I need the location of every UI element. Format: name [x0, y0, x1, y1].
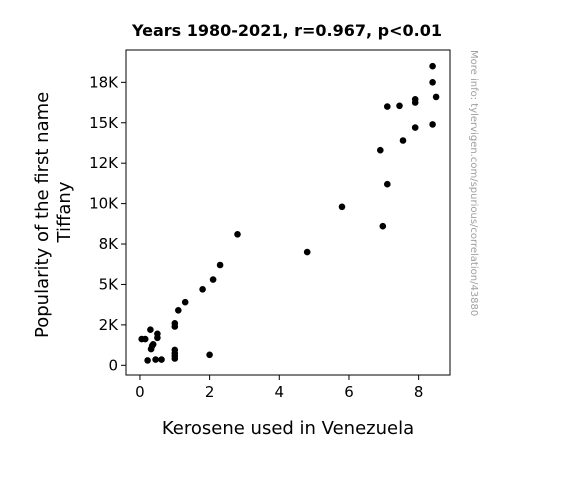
data-point	[209, 276, 217, 283]
data-point	[175, 307, 182, 314]
data-point	[429, 62, 436, 70]
data-point	[432, 93, 440, 101]
y-tick-label: 5K	[99, 275, 120, 293]
data-point	[147, 326, 154, 334]
x-tick-label: 4	[275, 383, 285, 401]
data-point	[181, 298, 189, 306]
y-axis-label-line-1: Popularity of the first name	[32, 92, 53, 338]
data-point	[152, 356, 159, 363]
y-tick-label: 8K	[99, 235, 120, 253]
data-point	[377, 146, 384, 154]
data-point	[429, 79, 436, 86]
x-axis-label: Kerosene used in Venezuela	[162, 418, 414, 439]
data-point	[338, 203, 346, 211]
data-point	[141, 335, 149, 343]
y-tick-label: 10K	[89, 195, 119, 213]
chart-title: Years 1980-2021, r=0.967, p<0.01	[131, 21, 442, 40]
data-point	[234, 231, 241, 238]
data-points	[138, 62, 440, 364]
data-point	[158, 356, 165, 363]
x-tick-label: 0	[135, 383, 145, 401]
y-axis-label: Popularity of the first name Tiffany	[32, 86, 75, 338]
data-point	[411, 124, 419, 131]
data-point	[154, 330, 161, 338]
x-tick-label: 6	[344, 383, 354, 401]
data-point	[384, 103, 391, 110]
data-point	[171, 346, 179, 354]
y-axis-ticks: 0 2K 5K 8K 10K 12K 15K 18K	[89, 73, 126, 374]
x-axis-ticks: 0 2 4 6 8	[135, 375, 423, 401]
data-point	[171, 320, 179, 327]
data-point	[384, 180, 391, 188]
data-point	[199, 286, 206, 293]
data-point	[206, 351, 213, 359]
y-tick-label: 18K	[89, 73, 119, 91]
data-point	[149, 341, 157, 348]
data-point	[216, 261, 224, 269]
x-tick-label: 2	[205, 383, 215, 401]
y-tick-label: 0	[108, 356, 118, 374]
data-point	[144, 357, 151, 364]
data-point	[379, 222, 387, 230]
data-point	[411, 96, 419, 103]
data-point	[429, 121, 436, 128]
y-axis-label-line-2: Tiffany	[54, 181, 75, 243]
y-tick-label: 2K	[99, 316, 120, 334]
x-tick-label: 8	[414, 383, 424, 401]
y-tick-label: 15K	[89, 114, 119, 132]
data-point	[399, 137, 407, 144]
watermark-text: More info: tylervigen.com/spurious/corre…	[468, 50, 479, 316]
data-point	[303, 248, 311, 256]
y-tick-label: 12K	[89, 154, 119, 172]
plot-frame	[125, 49, 451, 376]
data-point	[396, 102, 403, 110]
